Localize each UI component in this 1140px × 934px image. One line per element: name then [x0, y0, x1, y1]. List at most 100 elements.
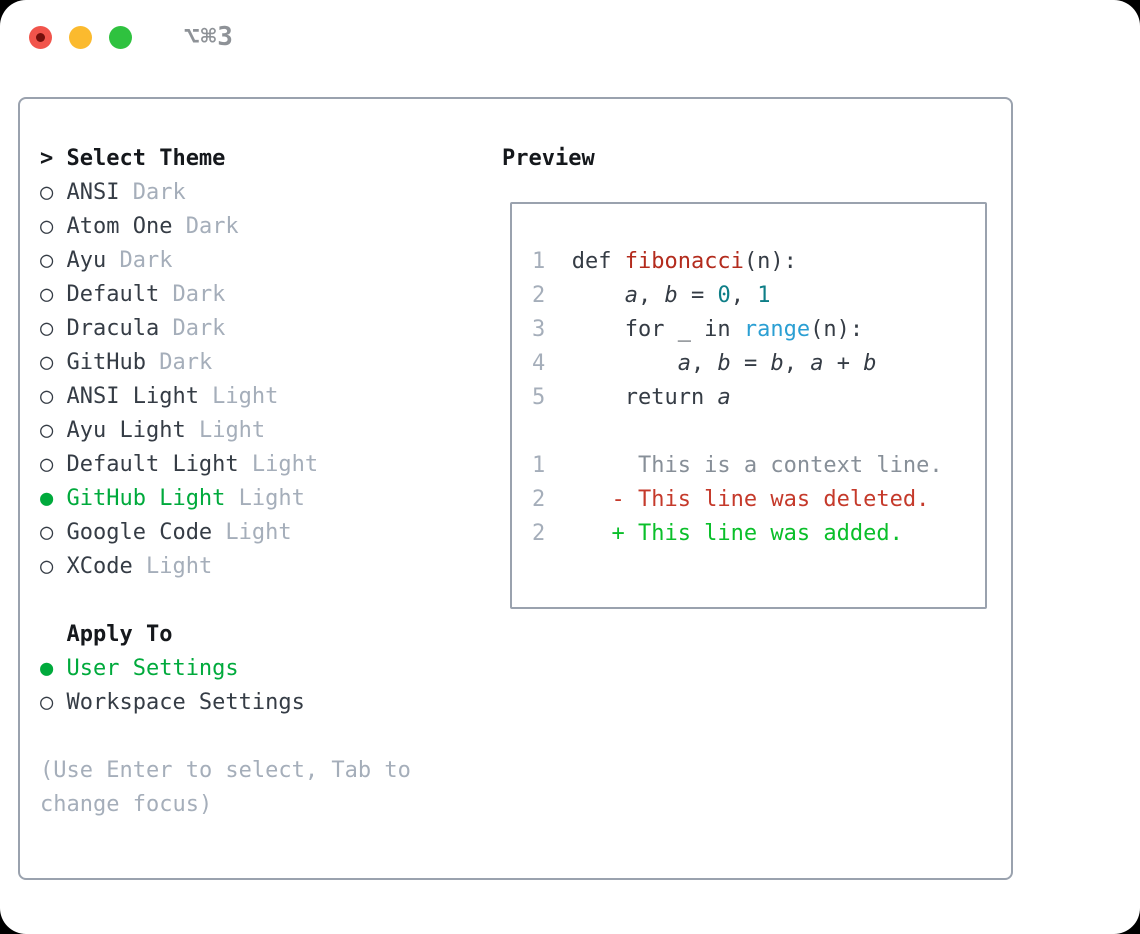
radio-icon: ○ — [40, 554, 54, 579]
zoom-button[interactable] — [109, 25, 132, 49]
option-label: ANSI Light — [66, 384, 199, 409]
option-label: Ayu Light — [66, 418, 186, 443]
theme-list: ○ ANSI Dark ○ Atom One Dark ○ Ayu Dark ○ Defaul… — [40, 176, 490, 584]
code-token: b — [863, 351, 877, 376]
theme-option-default-light[interactable]: ○ Default Light Light — [40, 448, 490, 482]
theme-option-ansi[interactable]: ○ ANSI Dark — [40, 176, 490, 210]
code-token: = — [677, 283, 718, 308]
select-theme-title: Select Theme — [66, 146, 226, 171]
option-label: Dracula — [66, 316, 160, 341]
hint-line-2: change focus) — [40, 792, 213, 817]
option-variant: Light — [198, 384, 279, 409]
theme-option-atom-one[interactable]: ○ Atom One Dark — [40, 210, 490, 244]
line-number: 1 — [532, 249, 546, 274]
theme-option-github[interactable]: ○ GitHub Dark — [40, 346, 490, 380]
code-token: + This line was added. — [571, 521, 903, 546]
theme-option-default[interactable]: ○ Default Dark — [40, 278, 490, 312]
radio-icon: ○ — [40, 180, 54, 205]
spacer — [40, 584, 490, 618]
option-variant: Light — [238, 452, 319, 477]
code-line: 4 a, b = b, a + b — [532, 347, 985, 381]
line-number: 5 — [532, 385, 546, 410]
code-token: a — [624, 283, 638, 308]
selected-radio-icon: ● — [40, 486, 54, 511]
radio-icon: ○ — [40, 452, 54, 477]
minimize-button[interactable] — [69, 25, 92, 49]
theme-option-ayu-light[interactable]: ○ Ayu Light Light — [40, 414, 490, 448]
option-label: Atom One — [66, 214, 173, 239]
theme-option-ayu[interactable]: ○ Ayu Dark — [40, 244, 490, 278]
code-line: 2 + This line was added. — [532, 517, 985, 551]
apply-option-workspace-settings[interactable]: ○ Workspace Settings — [40, 686, 490, 720]
apply-to-list: ● User Settings ○ Workspace Settings — [40, 652, 490, 720]
option-variant: Light — [225, 486, 305, 511]
close-button[interactable] — [29, 25, 52, 49]
code-token: a — [677, 351, 691, 376]
option-variant: Dark — [159, 316, 226, 341]
code-line: 2 - This line was deleted. — [532, 483, 985, 517]
line-number: 4 — [532, 351, 546, 376]
line-number: 2 — [532, 283, 546, 308]
code-token: a — [717, 385, 731, 410]
option-label: XCode — [66, 554, 133, 579]
code-token: , — [783, 351, 811, 376]
option-label: Default Light — [66, 452, 239, 477]
radio-icon: ○ — [40, 214, 54, 239]
option-label: ANSI — [66, 180, 120, 205]
code-token: 1 — [757, 283, 771, 308]
option-variant: Light — [132, 554, 213, 579]
line-number: 1 — [532, 453, 546, 478]
radio-icon: ○ — [40, 282, 54, 307]
line-number: 2 — [532, 487, 546, 512]
code-token: a — [810, 351, 824, 376]
radio-icon: ○ — [40, 350, 54, 375]
code-token: + — [823, 351, 864, 376]
theme-option-dracula[interactable]: ○ Dracula Dark — [40, 312, 490, 346]
option-label: Google Code — [66, 520, 213, 545]
spacer — [40, 720, 490, 754]
code-token: fibonacci — [624, 249, 744, 274]
title-bar: ⌥⌘3 — [0, 0, 1140, 74]
window-title: ⌥⌘3 — [184, 22, 234, 52]
option-label: Ayu — [66, 248, 107, 273]
option-variant: Light — [185, 418, 266, 443]
code-token: = — [730, 351, 771, 376]
code-line: 1 def fibonacci(n): — [532, 245, 985, 279]
apply-option-user-settings[interactable]: ● User Settings — [40, 652, 490, 686]
hint-line-1: (Use Enter to select, Tab to — [40, 758, 411, 783]
radio-icon: ○ — [40, 248, 54, 273]
option-label: GitHub — [66, 350, 146, 375]
code-token: def — [571, 249, 625, 274]
option-label: GitHub Light — [66, 486, 226, 511]
code-token: for _ in — [571, 317, 744, 342]
code-token — [572, 351, 678, 376]
line-number: 3 — [532, 317, 546, 342]
theme-selector-column: > Select Theme ○ ANSI Dark ○ Atom One Dark ○ A… — [40, 142, 490, 822]
option-variant: Light — [212, 520, 292, 545]
code-token: range — [743, 317, 811, 342]
theme-option-google-code[interactable]: ○ Google Code Light — [40, 516, 490, 550]
option-label: Default — [66, 282, 160, 307]
code-line: 2 a, b = 0, 1 — [532, 279, 985, 313]
dialog-panel: > Select Theme ○ ANSI Dark ○ Atom One Dark ○ A… — [18, 97, 1013, 880]
option-variant: Dark — [159, 282, 226, 307]
code-line: 3 for _ in range(n): — [532, 313, 985, 347]
radio-icon: ○ — [40, 316, 54, 341]
option-label: Workspace Settings — [66, 690, 305, 715]
theme-option-github-light[interactable]: ● GitHub Light Light — [40, 482, 490, 516]
spacer — [532, 415, 985, 449]
radio-icon: ○ — [40, 418, 54, 443]
line-number: 2 — [532, 521, 546, 546]
code-token: , — [730, 283, 758, 308]
preview-header: Preview — [502, 146, 595, 171]
theme-option-xcode[interactable]: ○ XCode Light — [40, 550, 490, 584]
code-token: This is a context line. — [571, 453, 943, 478]
theme-option-ansi-light[interactable]: ○ ANSI Light Light — [40, 380, 490, 414]
option-label: User Settings — [66, 656, 239, 681]
code-token: , — [637, 283, 665, 308]
code-token: b — [717, 351, 731, 376]
apply-to-header: Apply To — [66, 622, 173, 647]
